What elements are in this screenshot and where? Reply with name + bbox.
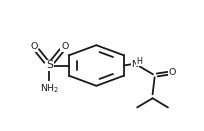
Text: H: H [135, 57, 141, 66]
Text: O: O [61, 42, 68, 51]
Text: O: O [30, 42, 38, 51]
Text: O: O [167, 68, 175, 77]
Text: NH$_2$: NH$_2$ [39, 82, 59, 95]
Text: S: S [46, 61, 53, 70]
Text: N: N [130, 60, 137, 69]
